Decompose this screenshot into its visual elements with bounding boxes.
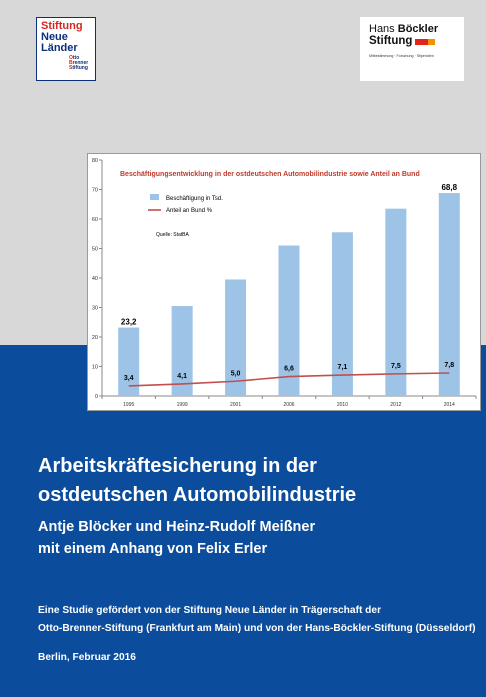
line-value-label: 7,8 bbox=[444, 362, 454, 369]
bar-1999 bbox=[171, 306, 193, 396]
x-tick-label: 2006 bbox=[283, 402, 294, 408]
legend-bar-swatch bbox=[150, 194, 159, 200]
bar-value-label: 68,8 bbox=[441, 183, 457, 192]
employment-chart: 0 10 20 30 40 50 60 70 80 23,2 68,8 1995 1999 2001 200… bbox=[87, 153, 481, 411]
line-value-label: 7,1 bbox=[338, 364, 348, 371]
y-tick-label: 50 bbox=[92, 247, 98, 253]
legend-bar-label: Beschäftigung in Tsd. bbox=[166, 196, 223, 202]
cover-title-line-2: ostdeutschen Automobilindustrie bbox=[38, 484, 357, 506]
y-tick-label: 80 bbox=[92, 158, 98, 164]
hbs-logo-line-2: Stiftung bbox=[369, 35, 464, 48]
chart-source-note: Quelle: StatBA bbox=[156, 232, 189, 238]
chart-canvas: 0 10 20 30 40 50 60 70 80 23,2 68,8 1995 1999 2001 200… bbox=[92, 158, 477, 408]
hbs-logo-tagline: Mitbestimmung · Forschung · Stipendien bbox=[369, 54, 434, 58]
snl-logo-line-1: Stiftung bbox=[41, 20, 83, 32]
snl-logo-line-2: Neue bbox=[41, 31, 68, 43]
x-tick-label: 2001 bbox=[230, 402, 241, 408]
y-tick-label: 10 bbox=[92, 365, 98, 371]
x-tick-label: 1999 bbox=[177, 402, 188, 408]
cover-title-line-1: Arbeitskräftesicherung in der bbox=[38, 455, 317, 477]
funding-note-line-2: Otto-Brenner-Stiftung (Frankfurt am Main… bbox=[38, 623, 476, 634]
x-tick-label: 2014 bbox=[444, 402, 455, 408]
legend-line-label: Anteil an Bund % bbox=[166, 208, 213, 214]
hans-boeckler-stiftung-logo: Hans Böckler Stiftung Mitbestimmung · Fo… bbox=[360, 17, 464, 81]
y-tick-label: 40 bbox=[92, 276, 98, 282]
x-tick-label: 2012 bbox=[390, 402, 401, 408]
bar-2006 bbox=[278, 245, 300, 396]
y-tick-label: 60 bbox=[92, 217, 98, 223]
snl-logo-small-2: Brenner bbox=[69, 60, 89, 67]
line-value-label: 5,0 bbox=[231, 370, 241, 377]
bar-value-label: 23,2 bbox=[121, 318, 137, 327]
y-tick-label: 70 bbox=[92, 188, 98, 194]
x-tick-label: 1995 bbox=[123, 402, 134, 408]
publication-date: Berlin, Februar 2016 bbox=[38, 652, 136, 663]
y-tick-label: 20 bbox=[92, 335, 98, 341]
line-value-label: 4,1 bbox=[177, 373, 187, 380]
stiftung-neue-laender-logo: Stiftung Neue Länder Otto Brenner Stiftu… bbox=[36, 17, 96, 81]
y-tick-label: 0 bbox=[95, 394, 98, 400]
line-value-label: 6,6 bbox=[284, 366, 294, 373]
snl-logo-small-3: Stiftung bbox=[69, 65, 88, 72]
line-value-label: 3,4 bbox=[124, 375, 134, 382]
bar-1995 bbox=[118, 327, 140, 396]
hbs-logo-color-bar bbox=[415, 38, 436, 45]
funding-note-line-1: Eine Studie gefördert von der Stiftung N… bbox=[38, 605, 382, 616]
y-tick-label: 30 bbox=[92, 306, 98, 312]
bar-2014 bbox=[438, 193, 460, 396]
hbs-logo-line-1: Hans Böckler bbox=[369, 23, 439, 35]
x-tick-label: 2010 bbox=[337, 402, 348, 408]
bar-2012 bbox=[385, 208, 407, 396]
line-value-label: 7,5 bbox=[391, 363, 401, 370]
snl-logo-small-1: Otto bbox=[69, 55, 80, 61]
authors-line-1: Antje Blöcker und Heinz-Rudolf Meißner bbox=[38, 519, 316, 535]
authors-line-2: mit einem Anhang von Felix Erler bbox=[38, 541, 268, 557]
bar-2001 bbox=[225, 279, 247, 396]
bar-2010 bbox=[331, 232, 353, 396]
share-line bbox=[128, 372, 450, 387]
chart-title: Beschäftigungsentwicklung in der ostdeut… bbox=[120, 171, 420, 178]
snl-logo-line-3: Länder bbox=[41, 42, 78, 54]
